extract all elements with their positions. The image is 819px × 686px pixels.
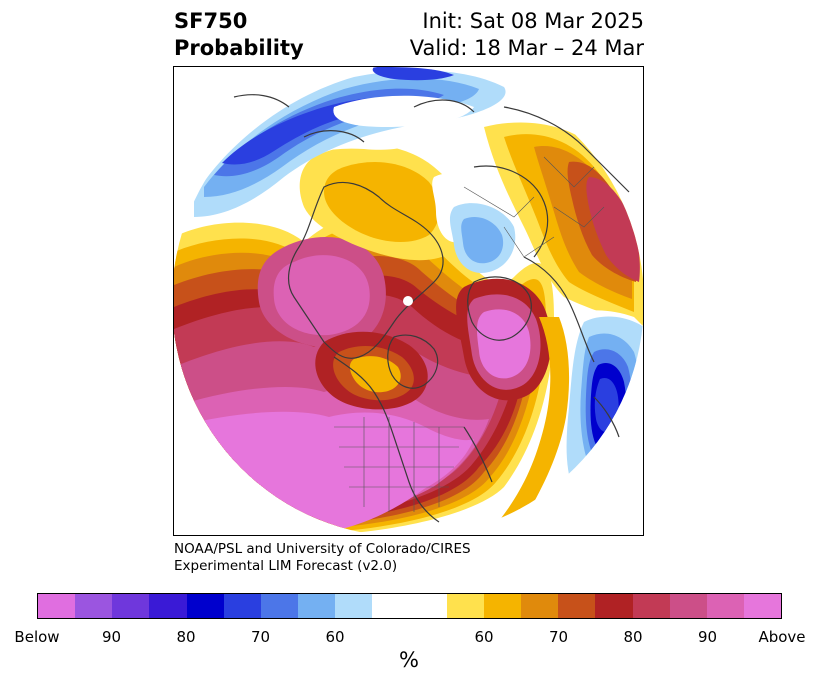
- credit-line-1: NOAA/PSL and University of Colorado/CIRE…: [174, 541, 471, 557]
- init-date: Init: Sat 08 Mar 2025: [422, 9, 644, 33]
- colorbar-swatch: [706, 594, 744, 618]
- colorbar-tick-label: 90: [697, 628, 718, 646]
- colorbar-swatch: [149, 594, 187, 618]
- colorbar-swatch: [446, 594, 484, 618]
- colorbar-tick-label: Below: [14, 628, 60, 646]
- political-borders: [334, 156, 605, 512]
- colorbar-swatch: [669, 594, 707, 618]
- colorbar-swatch: [743, 594, 782, 618]
- colorbar-swatch: [335, 594, 373, 618]
- title-left: SF750 Probability: [174, 8, 304, 62]
- colorbar-swatch: [409, 594, 447, 618]
- colorbar: [37, 593, 782, 619]
- map-panel: [173, 66, 644, 536]
- colorbar-tick-label: 90: [101, 628, 122, 646]
- colorbar-swatch: [595, 594, 633, 618]
- valid-range: Valid: 18 Mar – 24 Mar: [409, 36, 644, 60]
- quantity-title: Probability: [174, 36, 304, 60]
- credit-line-2: Experimental LIM Forecast (v2.0): [174, 558, 398, 574]
- coastlines: [233, 94, 630, 523]
- colorbar-tick-label: Above: [758, 628, 806, 646]
- colorbar-tick-label: 70: [548, 628, 569, 646]
- colorbar-swatch: [558, 594, 596, 618]
- colorbar-tick-label: 60: [474, 628, 494, 646]
- colorbar-swatch: [260, 594, 299, 618]
- colorbar-tick-label: 80: [623, 628, 643, 646]
- title-right: Init: Sat 08 Mar 2025 Valid: 18 Mar – 24…: [410, 8, 644, 62]
- colorbar-swatch: [483, 594, 522, 618]
- credit-text: NOAA/PSL and University of Colorado/CIRE…: [174, 541, 471, 575]
- colorbar-tick-label: 60: [325, 628, 345, 646]
- probability-map: [174, 67, 643, 535]
- colorbar-swatch: [75, 594, 113, 618]
- colorbar-swatch: [112, 594, 150, 618]
- colorbar-tick-label: 80: [176, 628, 196, 646]
- colorbar-tick-label: 70: [250, 628, 271, 646]
- north-pole-marker: [403, 296, 413, 306]
- variable-title: SF750: [174, 9, 248, 33]
- colorbar-swatch: [223, 594, 261, 618]
- colorbar-swatch: [38, 594, 76, 618]
- colorbar-swatch: [186, 594, 224, 618]
- colorbar-swatch: [298, 594, 336, 618]
- colorbar-swatch: [521, 594, 559, 618]
- colorbar-swatch: [372, 594, 410, 618]
- colorbar-swatch: [632, 594, 670, 618]
- colorbar-unit: %: [399, 648, 419, 672]
